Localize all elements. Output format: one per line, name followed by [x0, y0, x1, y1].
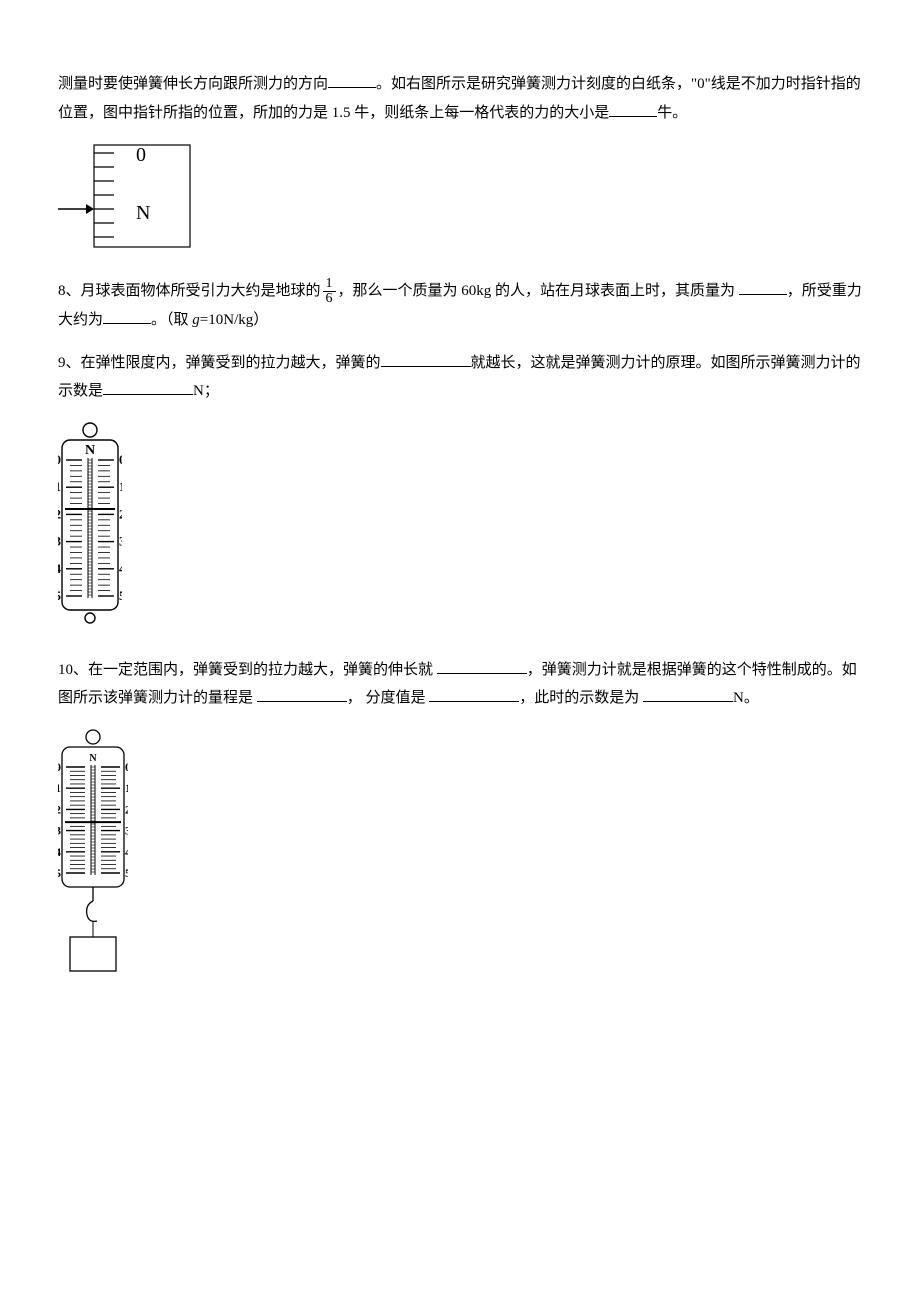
- svg-text:3: 3: [58, 823, 61, 837]
- svg-text:5: 5: [58, 588, 62, 603]
- q10-text-a: 在一定范围内，弹簧受到的拉力越大，弹簧的伸长就: [88, 662, 437, 678]
- svg-text:N: N: [85, 443, 95, 458]
- q7-blank-1: [328, 72, 376, 88]
- svg-text:4: 4: [125, 844, 128, 858]
- q8-text-e: =10N/kg）: [200, 312, 268, 328]
- svg-text:0: 0: [119, 452, 122, 467]
- svg-text:0: 0: [58, 760, 61, 774]
- q9-blank-2: [103, 379, 193, 395]
- svg-text:1: 1: [119, 479, 122, 494]
- svg-text:0: 0: [136, 144, 146, 166]
- q8-num: 8、: [58, 283, 81, 299]
- q10-num: 10、: [58, 662, 88, 678]
- svg-text:3: 3: [125, 823, 128, 837]
- q7-figure: 0N: [58, 141, 862, 251]
- q8-text-d: 。（取: [151, 312, 192, 328]
- q10-paragraph: 10、在一定范围内，弹簧受到的拉力越大，弹簧的伸长就 ，弹簧测力计就是根据弹簧的…: [58, 656, 862, 713]
- q9-text-c: N；: [193, 383, 219, 399]
- svg-text:N: N: [136, 202, 150, 224]
- svg-text:4: 4: [58, 560, 62, 575]
- q9-figure: N 0 0 1 1 2 2 3 3 4 4 5 5: [58, 420, 862, 630]
- q8-paragraph: 8、月球表面物体所受引力大约是地球的16，那么一个质量为 60kg 的人，站在月…: [58, 277, 862, 335]
- svg-text:4: 4: [119, 560, 122, 575]
- q7-paragraph: 测量时要使弹簧伸长方向跟所测力的方向。如右图所示是研究弹簧测力计刻度的白纸条，"…: [58, 70, 862, 127]
- q10-blank-3: [429, 686, 519, 702]
- q7-text-a: 测量时要使弹簧伸长方向跟所测力的方向: [58, 76, 328, 92]
- svg-text:5: 5: [58, 866, 61, 880]
- q8-g: g: [192, 312, 200, 328]
- q10-figure: N 0 0 1 1 2 2 3 3 4 4 5 5: [58, 727, 862, 1019]
- q8-text-b: ，那么一个质量为 60kg 的人，站在月球表面上时，其质量为: [338, 283, 736, 299]
- q9-blank-1: [381, 351, 471, 367]
- q10-blank-4: [643, 686, 733, 702]
- svg-text:5: 5: [125, 866, 128, 880]
- q7-blank-2: [609, 101, 657, 117]
- svg-text:2: 2: [58, 506, 61, 521]
- q8-blank-1: [739, 279, 787, 295]
- svg-text:4: 4: [58, 844, 61, 858]
- svg-text:0: 0: [125, 760, 128, 774]
- svg-text:1: 1: [125, 781, 128, 795]
- svg-text:2: 2: [58, 802, 61, 816]
- svg-text:3: 3: [119, 533, 122, 548]
- svg-text:1: 1: [58, 479, 61, 494]
- svg-text:2: 2: [125, 802, 128, 816]
- svg-text:N: N: [89, 753, 97, 764]
- q8-blank-2: [103, 308, 151, 324]
- q7-text-c: 牛。: [657, 105, 687, 121]
- q9-paragraph: 9、在弹性限度内，弹簧受到的拉力越大，弹簧的就越长，这就是弹簧测力计的原理。如图…: [58, 349, 862, 406]
- svg-text:0: 0: [58, 452, 61, 467]
- q9-text-a: 在弹性限度内，弹簧受到的拉力越大，弹簧的: [81, 355, 381, 371]
- q8-fraction: 16: [323, 277, 336, 306]
- svg-text:3: 3: [58, 533, 62, 548]
- q10-text-d: ，此时的示数是为: [519, 690, 643, 706]
- q10-blank-1: [437, 658, 527, 674]
- q8-text-a: 月球表面物体所受引力大约是地球的: [81, 283, 321, 299]
- q10-text-c: ， 分度值是: [347, 690, 430, 706]
- svg-text:2: 2: [119, 506, 122, 521]
- q10-blank-2: [257, 686, 347, 702]
- q9-num: 9、: [58, 355, 81, 371]
- q10-text-e: N。: [733, 690, 759, 706]
- svg-text:1: 1: [58, 781, 61, 795]
- svg-text:5: 5: [119, 588, 122, 603]
